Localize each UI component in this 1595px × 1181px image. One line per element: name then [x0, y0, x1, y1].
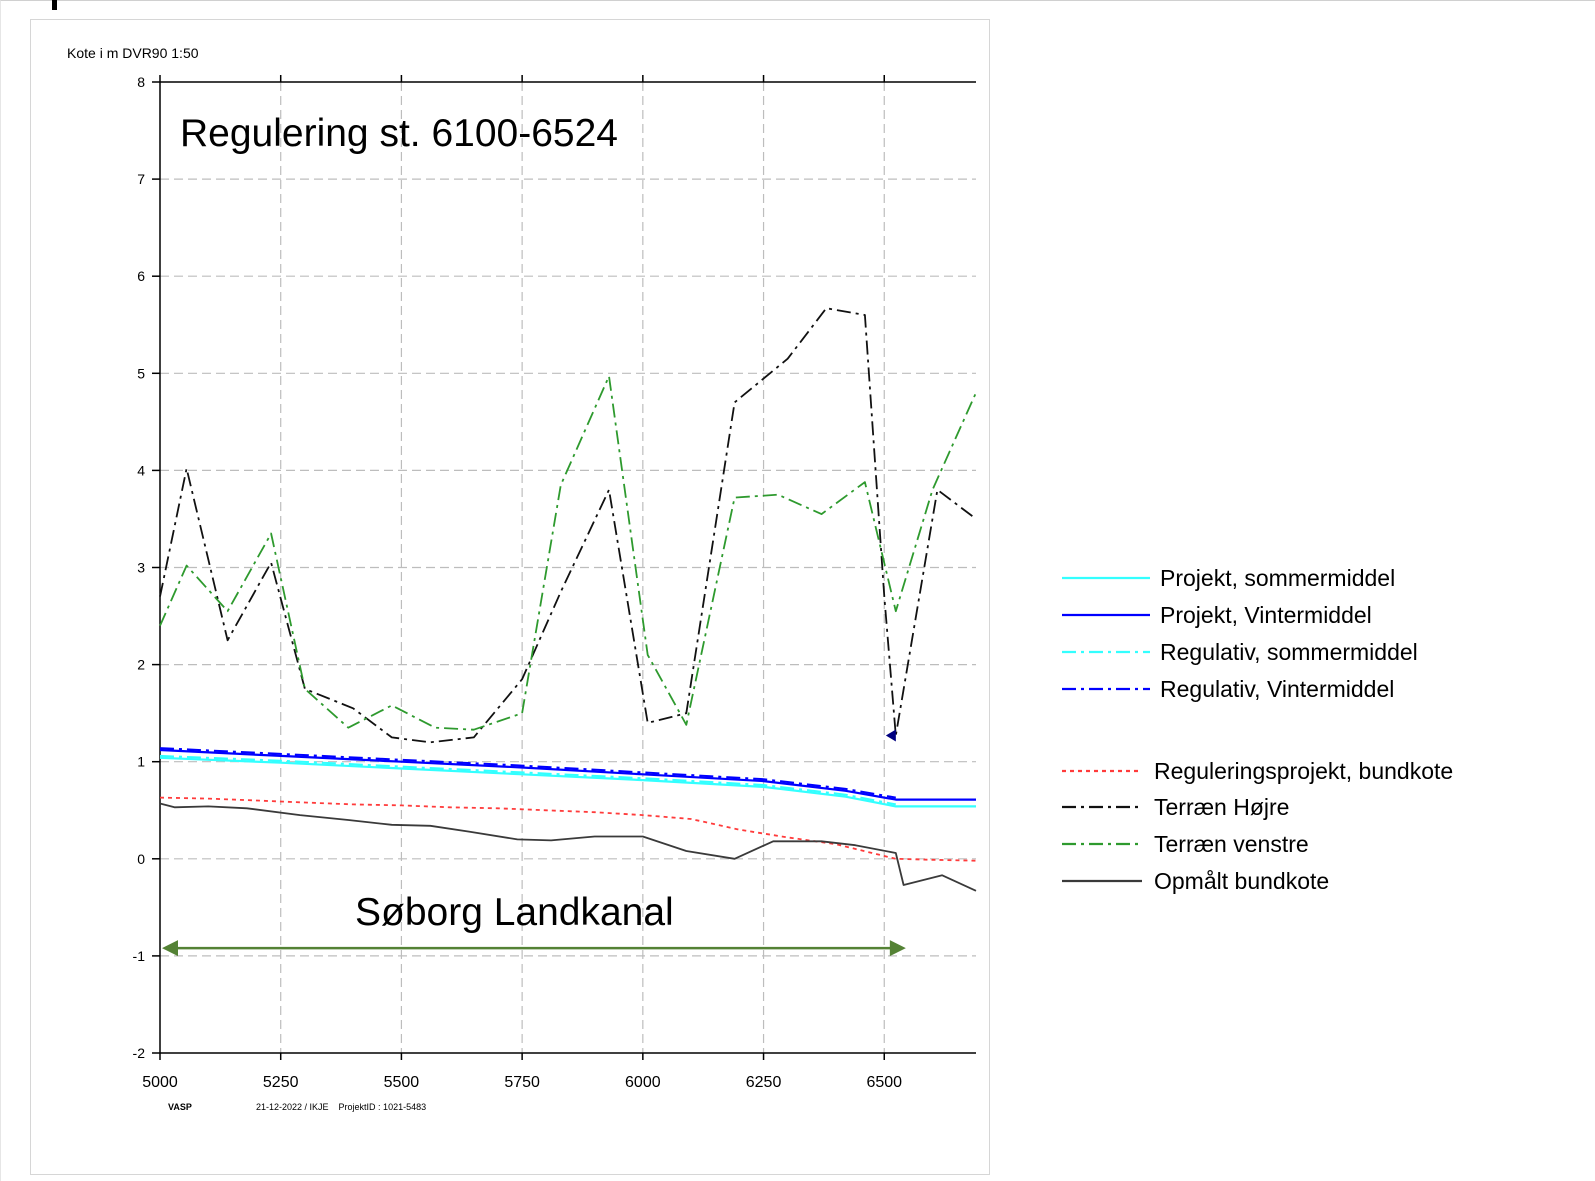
extent-arrow [162, 940, 906, 957]
x-tick-label: 6000 [625, 1074, 661, 1091]
series-line [159, 307, 977, 744]
legend-swatch [1062, 687, 1150, 691]
legend-label: Regulativ, Vintermiddel [1160, 676, 1395, 702]
x-tick-label: 5250 [263, 1074, 299, 1091]
y-tick-label: 1 [137, 754, 145, 770]
legend-swatch [1062, 842, 1142, 846]
x-tick-label: 5500 [384, 1074, 420, 1091]
y-tick-label: -1 [133, 948, 146, 964]
y-tick-label: 3 [137, 560, 145, 576]
legend-swatch [1062, 805, 1142, 809]
top-edge-mark [52, 0, 57, 10]
legend-label: Terræn venstre [1154, 831, 1309, 857]
series-line [159, 796, 977, 862]
series-lines [159, 307, 977, 892]
legend-swatch [1062, 650, 1150, 654]
chart-panel [30, 19, 990, 1175]
legend-label: Regulativ, sommermiddel [1160, 639, 1418, 665]
legend-swatch [1062, 879, 1142, 883]
x-tick-label: 5000 [142, 1074, 178, 1091]
markers [885, 729, 896, 742]
series-line [159, 748, 976, 801]
legend-swatch [1062, 613, 1150, 617]
y-tick-label: 2 [137, 657, 145, 673]
series-line [159, 747, 896, 799]
x-tick-label: 5750 [504, 1074, 540, 1091]
y-axis-label: Kote i m DVR90 1:50 [67, 45, 199, 61]
legend-swatch [1062, 769, 1142, 773]
grid [160, 82, 976, 1053]
chart-title: Regulering st. 6100-6524 [180, 112, 618, 155]
legend-label: Projekt, sommermiddel [1160, 565, 1396, 591]
legend-label: Reguleringsprojekt, bundkote [1154, 758, 1454, 784]
series-line [159, 756, 976, 808]
y-tick-label: 6 [137, 268, 145, 284]
x-tick-label: 6250 [746, 1074, 782, 1091]
footer-info: 21-12-2022 / IKJE ProjektID : 1021-5483 [256, 1102, 426, 1112]
legend-label: Projekt, Vintermiddel [1160, 602, 1372, 628]
canal-annotation: Søborg Landkanal [355, 891, 674, 934]
arrow-head-right [889, 940, 906, 957]
legend-swatch [1062, 576, 1150, 580]
series-marker [885, 729, 896, 742]
series-line [159, 754, 896, 806]
axes: -2 -1 0 1 2 3 4 5 6 7 8 5000 5250 5500 5750 6000 6250 650… [133, 74, 976, 1091]
footer-brand: VASP [168, 1102, 192, 1112]
legend-label: Terræn Højre [1154, 794, 1290, 820]
y-tick-label: 0 [137, 851, 145, 867]
y-tick-label: 7 [137, 171, 145, 187]
y-tick-label: 5 [137, 365, 145, 381]
y-tick-label: 8 [137, 74, 145, 90]
series-line [159, 802, 977, 892]
y-tick-label: -2 [133, 1045, 146, 1061]
legend-label: Opmålt bundkote [1154, 868, 1330, 894]
x-tick-label: 6500 [866, 1074, 902, 1091]
series-line [159, 375, 977, 731]
arrow-head-left [162, 940, 178, 957]
y-tick-label: 4 [137, 462, 145, 478]
